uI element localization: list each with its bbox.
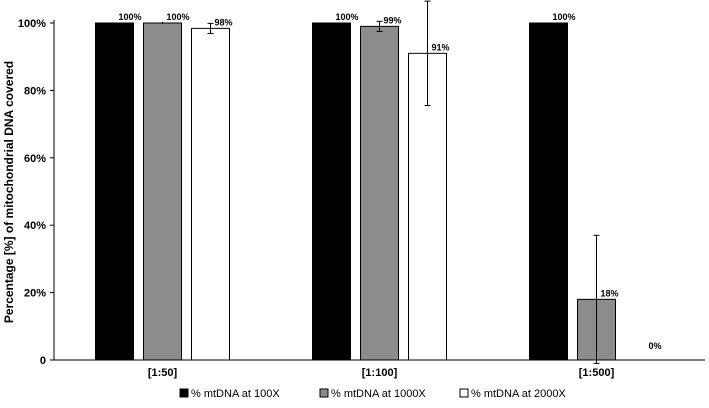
y-tick-label: 60% (24, 153, 46, 165)
data-label: 99% (384, 15, 402, 25)
bar-1 (529, 22, 568, 361)
x-category-label: [1:500] (579, 367, 615, 379)
y-tick-label: 40% (24, 220, 46, 232)
y-tick-label: 0 (40, 355, 46, 367)
plot-area: 100% 100% 98% 100% 99% 91% 100% 18% 0% (95, 0, 662, 364)
bar-1 (95, 22, 134, 361)
x-category-label: [1:100] (362, 367, 398, 379)
data-label: 91% (432, 42, 450, 52)
data-label: 98% (215, 17, 233, 27)
y-tick-label: 80% (24, 85, 46, 97)
x-axis: [1:50] [1:100] [1:500] (54, 359, 705, 379)
bar-3 (191, 27, 230, 361)
data-label: 100% (336, 12, 359, 22)
y-tick-label: 100% (18, 18, 46, 30)
y-tick-label: 20% (24, 288, 46, 300)
legend: % mtDNA at 100X % mtDNA at 1000X % mtDNA a… (179, 388, 566, 400)
legend-label: % mtDNA at 2000X (471, 388, 566, 400)
bar-2 (360, 25, 399, 361)
legend-swatch (319, 388, 329, 398)
data-label: 100% (119, 12, 142, 22)
data-label: 18% (601, 288, 619, 298)
data-label: 100% (553, 12, 576, 22)
legend-label: % mtDNA at 100X (191, 388, 280, 400)
y-axis: 0 20% 40% 60% 80% 100% (18, 18, 55, 367)
data-label: 100% (167, 12, 190, 22)
legend-label: % mtDNA at 1000X (331, 388, 426, 400)
bar-2 (143, 22, 182, 361)
data-label: 0% (649, 341, 662, 351)
legend-swatch (179, 388, 189, 398)
x-category-label: [1:50] (148, 367, 178, 379)
y-axis-title: Percentage [%] of mitochondrial DNA cove… (2, 61, 16, 323)
legend-swatch (459, 388, 469, 398)
bar-1 (312, 22, 351, 361)
